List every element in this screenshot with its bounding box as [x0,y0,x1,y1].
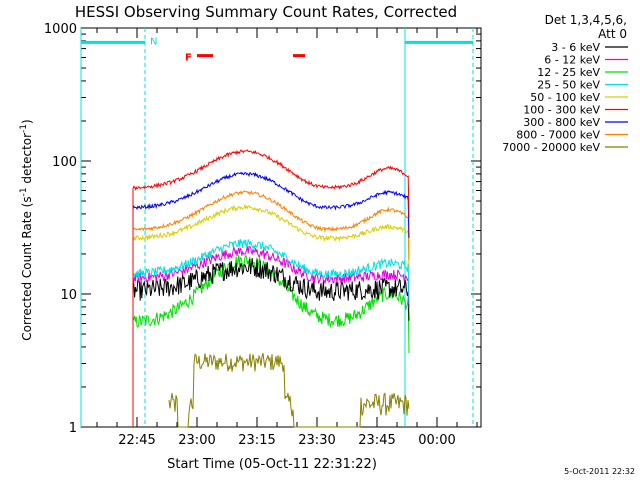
legend-entry-label: 800 - 7000 keV [516,129,600,142]
series-line [132,149,410,427]
x-tick-label: 23:00 [178,433,215,448]
series-line [132,238,410,427]
series-line [132,258,410,427]
legend-entry-label: 25 - 50 keV [537,79,600,92]
y-tick-label: 100 [52,155,77,170]
flag-bars: NF [80,28,474,427]
legend-attenuator-label: Att 0 [598,27,627,41]
series-line [132,203,410,427]
series-line [132,245,410,427]
flare-flag-label: F [185,53,192,64]
y-axis-title-part: Corrected Count Rate (s [20,196,34,340]
legend-entry-label: 100 - 300 keV [523,104,600,117]
night-flag-label: N [150,36,157,47]
y-axis-title-part: ) [20,119,34,124]
y-tick-label: 1 [69,421,77,436]
legend-entry-label: 300 - 800 keV [523,116,600,129]
series-line [132,254,410,427]
x-tick-label: 22:45 [118,433,155,448]
y-axis-title: Corrected Count Rate (s-1 detector-1) [19,119,34,340]
legend-entry-label: 3 - 6 keV [551,41,600,54]
series-line [168,352,410,428]
x-axis-title: Start Time (05-Oct-11 22:31:22) [167,457,377,472]
chart-title: HESSI Observing Summary Count Rates, Cor… [75,3,457,21]
series-line [132,190,410,427]
legend-entry-label: 12 - 25 keV [537,66,600,79]
y-tick-label: 10 [60,288,77,303]
plot-axes: 1 10 100 1000 22:45 23:00 23:15 23:30 23:45 00:00 [44,22,482,448]
series-lines [132,149,410,428]
x-tick-label: 23:30 [298,433,335,448]
y-axis-title-superscript: -1 [19,124,29,133]
plot-frame [80,27,482,428]
legend-entry-label: 6 - 12 keV [544,54,600,67]
x-tick-label: 23:15 [238,433,275,448]
y-axis-title-part: detector [20,133,34,188]
generated-timestamp: 5-Oct-2011 22:32 [564,467,635,476]
y-axis-title-superscript: -1 [19,187,29,196]
legend-detector-label: Det 1,3,4,5,6, [545,13,627,27]
x-tick-label: 23:45 [358,433,395,448]
x-tick-label: 00:00 [418,433,455,448]
series-line [132,171,410,427]
legend-entry-label: 7000 - 20000 keV [502,141,600,154]
y-tick-label: 1000 [44,22,77,37]
legend-entry-label: 50 - 100 keV [530,91,600,104]
